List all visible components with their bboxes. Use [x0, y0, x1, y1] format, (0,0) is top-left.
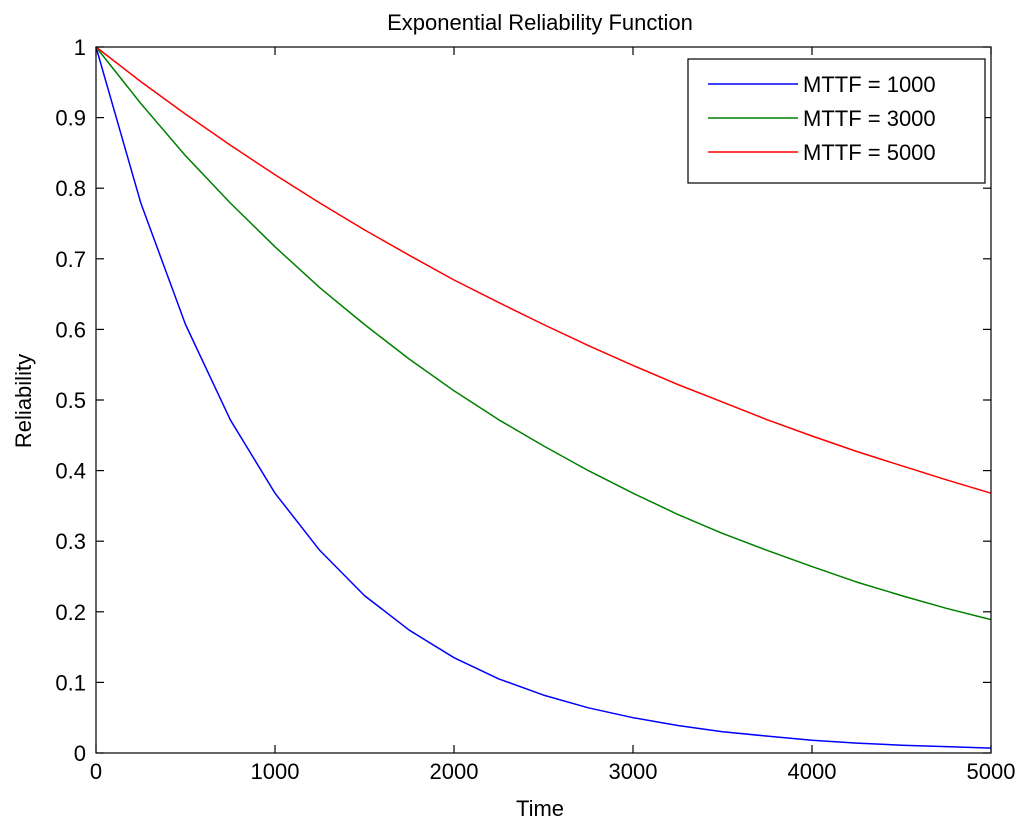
axis-ticks: 0 1000 2000 3000 4000 5000 0 0.1 0.2 0.3 0.4 0.5 0.6…: [55, 35, 1015, 784]
series-line-3: [95, 46, 992, 494]
x-tick-label: 1000: [251, 759, 300, 784]
y-tick-label: 0: [74, 741, 86, 766]
series-lines: [95, 46, 992, 749]
x-tick-label: 0: [90, 759, 102, 784]
y-tick-label: 0.4: [55, 459, 86, 484]
x-axis-label: Time: [516, 796, 564, 821]
y-tick-label: 0.2: [55, 600, 86, 625]
x-tick-label: 4000: [788, 759, 837, 784]
series-line-2: [95, 46, 992, 621]
plot-area-frame: [95, 46, 992, 754]
legend-label-2: MTTF = 3000: [803, 106, 936, 131]
legend-label-3: MTTF = 5000: [803, 140, 936, 165]
x-tick-label: 5000: [967, 759, 1016, 784]
x-tick-label: 3000: [609, 759, 658, 784]
legend-box: [687, 58, 986, 184]
y-tick-label: 0.9: [55, 106, 86, 131]
x-tick-label: 2000: [430, 759, 479, 784]
legend-label-1: MTTF = 1000: [803, 72, 936, 97]
y-tick-label: 0.3: [55, 529, 86, 554]
chart-title: Exponential Reliability Function: [387, 10, 693, 35]
y-tick-label: 0.8: [55, 176, 86, 201]
y-tick-label: 0.6: [55, 317, 86, 342]
y-tick-label: 0.7: [55, 247, 86, 272]
legend: MTTF = 1000 MTTF = 3000 MTTF = 5000: [687, 58, 986, 184]
y-tick-label: 0.5: [55, 388, 86, 413]
y-tick-label: 1: [74, 35, 86, 60]
y-axis-label: Reliability: [11, 354, 36, 448]
series-line-1: [95, 46, 992, 749]
y-tick-label: 0.1: [55, 670, 86, 695]
